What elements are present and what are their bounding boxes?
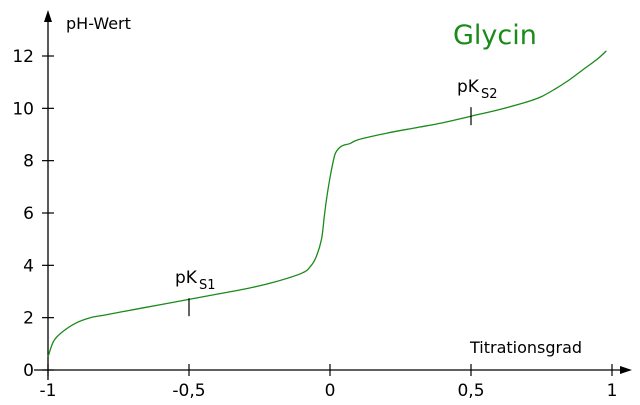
- y-axis-title: pH-Wert: [66, 14, 131, 33]
- x-tick-label: -0,5: [172, 381, 205, 401]
- axes: [34, 10, 632, 380]
- series-line: [47, 50, 607, 358]
- y-tick-label: 12: [12, 47, 34, 67]
- x-ticks: -1 -0,5 0 0,5 1: [40, 364, 618, 401]
- x-tick-label: 0: [325, 381, 336, 401]
- y-tick-label: 4: [23, 256, 34, 276]
- y-tick-label: 10: [12, 99, 34, 119]
- x-tick-label: 0,5: [457, 381, 484, 401]
- y-tick-label: 6: [23, 204, 34, 224]
- x-axis-arrow: [620, 366, 632, 374]
- pk-label-2: pK S2: [457, 77, 497, 102]
- annotations: pK S1 pK S2: [175, 77, 497, 317]
- x-tick-label: -1: [40, 381, 57, 401]
- x-tick-label: 1: [607, 381, 618, 401]
- y-tick-label: 0: [23, 361, 34, 381]
- y-axis-arrow: [44, 10, 52, 22]
- y-tick-label: 2: [23, 309, 34, 329]
- x-axis-title: Titrationsgrad: [469, 338, 582, 357]
- y-ticks: 0 2 4 6 8 10 12: [12, 47, 54, 381]
- pk-label-1: pK S1: [175, 268, 215, 293]
- chart-title: Glycin: [453, 20, 537, 51]
- y-tick-label: 8: [23, 152, 34, 172]
